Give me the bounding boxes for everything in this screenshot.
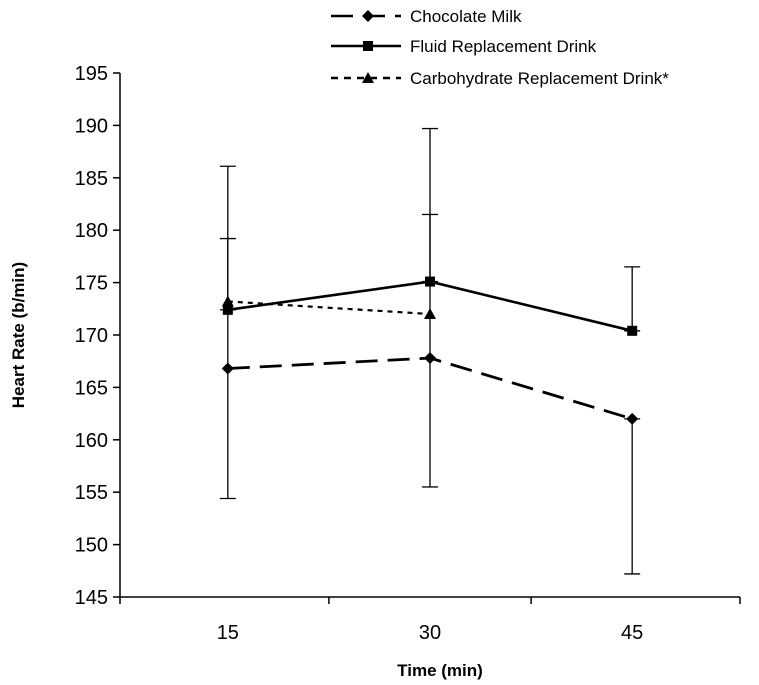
y-tick-label: 145	[75, 587, 108, 609]
triangle-marker	[221, 295, 234, 307]
series-markers	[221, 276, 639, 425]
error-bars	[219, 127, 641, 575]
x-tick-label: 30	[419, 622, 441, 644]
diamond-marker	[221, 362, 234, 375]
y-axis-title: Heart Rate (b/min)	[9, 262, 28, 408]
legend-label: Fluid Replacement Drink	[410, 37, 597, 56]
y-tick-label: 190	[75, 115, 108, 137]
diamond-marker	[424, 352, 436, 365]
diamond-marker	[626, 412, 639, 425]
y-tick-label: 170	[75, 325, 108, 347]
square-marker	[222, 304, 233, 315]
y-tick-label: 150	[75, 535, 108, 557]
square-marker	[627, 325, 638, 336]
legend-label: Chocolate Milk	[410, 7, 522, 26]
square-marker	[425, 276, 435, 287]
y-tick-label: 160	[75, 430, 108, 452]
square-marker	[363, 41, 373, 51]
x-tick-label: 15	[217, 622, 239, 644]
y-tick-label: 195	[75, 63, 108, 85]
y-tick-label: 165	[75, 377, 108, 399]
series-line	[227, 300, 431, 316]
legend-label: Carbohydrate Replacement Drink*	[410, 69, 669, 88]
diamond-marker	[362, 10, 374, 22]
y-tick-label: 185	[75, 168, 108, 190]
x-tick-label: 45	[621, 622, 643, 644]
axes: 145 150 155 160 165 170 175 180 185 190 195 15 30 45	[75, 63, 741, 644]
x-axis-title: Time (min)	[397, 661, 483, 680]
triangle-marker	[362, 72, 374, 83]
triangle-marker	[424, 308, 436, 320]
y-tick-label: 155	[75, 482, 108, 504]
legend: Chocolate Milk Fluid Replacement Drink Car…	[331, 7, 669, 88]
y-tick-label: 180	[75, 220, 108, 242]
y-tick-label: 175	[75, 273, 108, 295]
